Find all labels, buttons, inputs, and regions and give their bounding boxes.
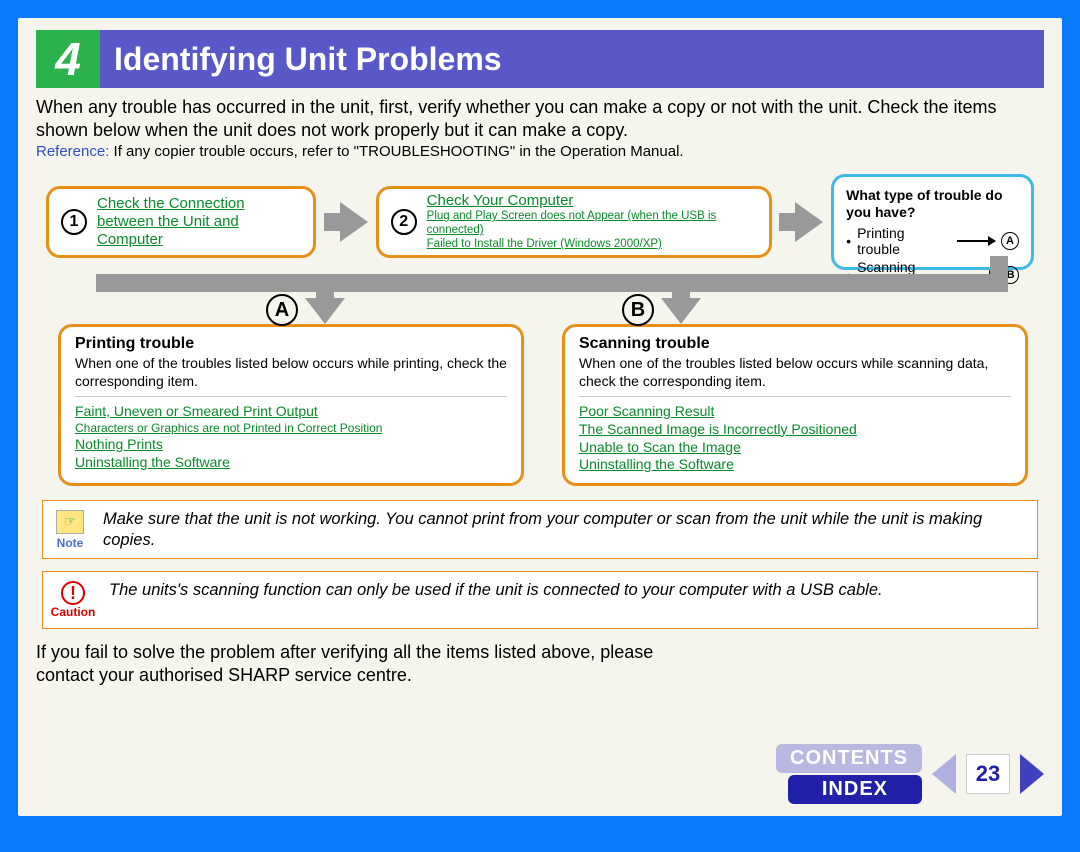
page-title: Identifying Unit Problems: [100, 30, 1044, 88]
chapter-number: 4: [36, 30, 100, 88]
prev-page-button[interactable]: [932, 754, 956, 794]
trouble-row: Printing trouble When one of the trouble…: [58, 324, 1034, 486]
arrow2: [780, 202, 823, 242]
step2-link2[interactable]: Failed to Install the Driver (Windows 20…: [427, 238, 757, 252]
note-box: ☞ Note Make sure that the unit is not wo…: [42, 500, 1038, 559]
arrow-icon: [957, 240, 995, 242]
printing-link-2[interactable]: Nothing Prints: [75, 436, 507, 453]
scanning-title: Scanning trouble: [579, 335, 1011, 353]
step2-title-link[interactable]: Check Your Computer: [427, 192, 757, 210]
step2-content: Check Your Computer Plug and Play Screen…: [427, 192, 757, 251]
down-arrow-b-icon: [661, 298, 701, 324]
caution-text: The units's scanning function can only b…: [103, 572, 1037, 628]
printing-desc: When one of the troubles listed below oc…: [75, 355, 507, 390]
scanning-trouble-box: Scanning trouble When one of the trouble…: [562, 324, 1028, 486]
label-b: B: [622, 294, 654, 326]
step1-number: 1: [61, 209, 87, 235]
divider: [579, 396, 1011, 397]
reference-label: Reference:: [36, 143, 109, 160]
note-hand-icon: ☞: [56, 510, 84, 534]
divider: [75, 396, 507, 397]
down-arrow-a-icon: [305, 298, 345, 324]
arrow-right-icon: [340, 202, 368, 242]
note-label: Note: [57, 536, 84, 550]
printing-title: Printing trouble: [75, 335, 507, 353]
page: 4 Identifying Unit Problems When any tro…: [18, 18, 1062, 816]
title-bar: 4 Identifying Unit Problems: [36, 30, 1044, 88]
printing-link-1[interactable]: Characters or Graphics are not Printed i…: [75, 421, 507, 435]
note-text: Make sure that the unit is not working. …: [97, 501, 1037, 558]
opt1-label: Printing trouble: [857, 225, 951, 257]
next-page-button[interactable]: [1020, 754, 1044, 794]
nav-links: CONTENTS INDEX: [776, 744, 922, 804]
scanning-link-3[interactable]: Uninstalling the Software: [579, 456, 1011, 473]
step1-link[interactable]: Check the Connection between the Unit an…: [97, 195, 301, 249]
intro-text: When any trouble has occurred in the uni…: [36, 96, 1044, 141]
step1-box: 1 Check the Connection between the Unit …: [46, 186, 316, 258]
step2-number: 2: [391, 209, 417, 235]
badge-a: A: [1001, 232, 1019, 250]
caution-label: Caution: [51, 605, 96, 619]
reference-text: If any copier trouble occurs, refer to "…: [109, 143, 683, 160]
v-stem-in: [990, 256, 1008, 274]
printing-option: •Printing trouble A: [846, 225, 1019, 257]
arrow1: [324, 202, 367, 242]
printing-link-3[interactable]: Uninstalling the Software: [75, 454, 507, 471]
printing-links: Faint, Uneven or Smeared Print Output Ch…: [75, 403, 507, 471]
scanning-link-0[interactable]: Poor Scanning Result: [579, 403, 1011, 420]
scanning-link-1[interactable]: The Scanned Image is Incorrectly Positio…: [579, 421, 1011, 438]
caution-exclaim-icon: !: [61, 581, 85, 605]
nav-bar: CONTENTS INDEX 23: [776, 744, 1044, 804]
footer-text: If you fail to solve the problem after v…: [36, 641, 686, 686]
index-button[interactable]: INDEX: [788, 775, 922, 804]
note-left: ☞ Note: [43, 501, 97, 558]
printing-link-0[interactable]: Faint, Uneven or Smeared Print Output: [75, 403, 507, 420]
flow-row: 1 Check the Connection between the Unit …: [46, 174, 1034, 270]
reference-line: Reference: If any copier trouble occurs,…: [36, 143, 1044, 160]
h-line: [96, 274, 1008, 292]
contents-button[interactable]: CONTENTS: [776, 744, 922, 773]
connector: A B: [96, 274, 1034, 320]
caution-box: ! Caution The units's scanning function …: [42, 571, 1038, 629]
step2-link1[interactable]: Plug and Play Screen does not Appear (wh…: [427, 210, 757, 238]
scanning-link-2[interactable]: Unable to Scan the Image: [579, 439, 1011, 456]
step2-box: 2 Check Your Computer Plug and Play Scre…: [376, 186, 772, 258]
arrow-right-icon: [795, 202, 823, 242]
scanning-links: Poor Scanning Result The Scanned Image i…: [579, 403, 1011, 473]
caution-left: ! Caution: [43, 572, 103, 628]
printing-trouble-box: Printing trouble When one of the trouble…: [58, 324, 524, 486]
question-title: What type of trouble do you have?: [846, 187, 1019, 221]
label-a: A: [266, 294, 298, 326]
scanning-desc: When one of the troubles listed below oc…: [579, 355, 1011, 390]
page-number: 23: [966, 754, 1010, 794]
